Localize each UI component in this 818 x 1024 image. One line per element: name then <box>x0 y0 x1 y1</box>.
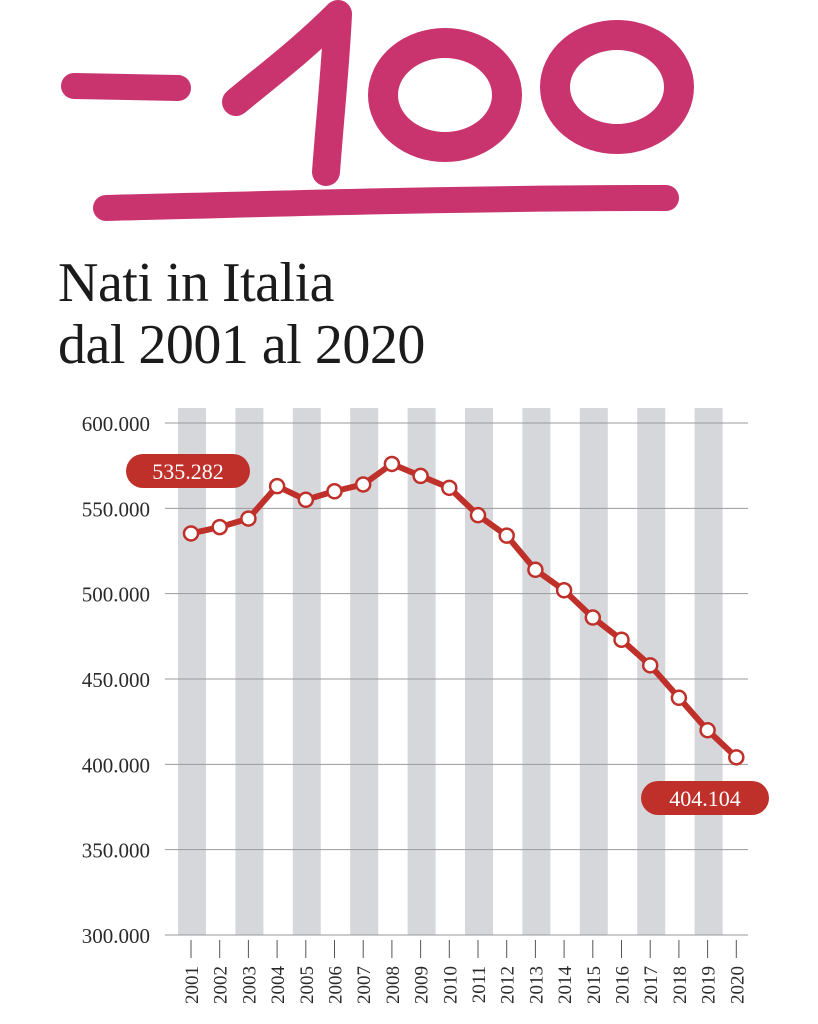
data-point-2020 <box>728 749 745 766</box>
x-tick-label: 2019 <box>699 966 720 1004</box>
x-tick-label: 2009 <box>412 966 433 1004</box>
callout-text: 535.282 <box>152 459 224 484</box>
value-callout-2001: 535.282 <box>126 454 250 488</box>
callout-text: 404.104 <box>669 786 741 811</box>
x-tick-label: 2001 <box>182 966 203 1004</box>
x-tick-label: 2013 <box>526 966 547 1004</box>
x-tick-label: 2012 <box>498 966 519 1004</box>
y-tick-label: 550.000 <box>82 497 150 521</box>
handwritten-first-zero-stroke <box>368 28 522 162</box>
x-tick-label: 2020 <box>727 966 748 1004</box>
data-point-2005 <box>297 491 315 509</box>
y-tick-label: 600.000 <box>82 412 150 436</box>
handwritten-second-zero-stroke <box>540 20 694 154</box>
column-band-2015 <box>579 408 608 935</box>
x-tick-label: 2018 <box>670 966 691 1004</box>
column-band-2013 <box>522 408 551 935</box>
column-band-2011 <box>465 408 493 935</box>
x-tick-label: 2014 <box>555 966 576 1005</box>
handwritten-minus-stroke <box>61 73 191 101</box>
value-callout-2020: 404.104 <box>641 781 769 815</box>
x-tick-label: 2005 <box>297 966 318 1004</box>
x-tick-label: 2007 <box>354 966 375 1004</box>
column-band-2005 <box>292 408 321 935</box>
data-point-2010 <box>441 479 458 497</box>
y-tick-label: 400.000 <box>82 753 150 777</box>
column-band-2009 <box>407 408 436 935</box>
data-point-2011 <box>469 506 487 524</box>
x-tick-label: 2006 <box>326 966 347 1004</box>
gridlines <box>165 422 748 936</box>
y-tick-label: 300.000 <box>82 924 150 948</box>
x-tick-label: 2002 <box>211 966 232 1004</box>
data-point-2001 <box>182 525 200 542</box>
x-tick-label: 2004 <box>268 966 289 1005</box>
column-bands <box>178 408 723 935</box>
x-tick-label: 2010 <box>440 966 461 1004</box>
column-band-2003 <box>235 408 264 935</box>
callout-bg <box>641 781 769 815</box>
births-line-chart: 300.000 350.000 400.000 450.000 500.000 550.0… <box>82 408 769 1004</box>
y-axis-tick-labels: 300.000 350.000 400.000 450.000 500.000 550.0… <box>82 412 150 948</box>
handwritten-underline-stroke <box>93 185 679 221</box>
chart-title-line-2: dal 2001 al 2020 <box>58 314 425 376</box>
data-point-2013 <box>527 561 544 579</box>
chart-title-line-1: Nati in Italia <box>58 252 335 314</box>
data-point-2008 <box>383 455 401 473</box>
x-tick-label: 2003 <box>239 966 260 1004</box>
data-point-2017 <box>641 657 659 674</box>
column-band-2019 <box>694 408 723 935</box>
x-tick-label: 2008 <box>383 966 404 1004</box>
data-point-2004 <box>268 477 286 495</box>
data-point-2016 <box>613 631 630 648</box>
callout-bg <box>126 454 250 488</box>
y-tick-label: 450.000 <box>82 668 150 692</box>
data-point-2003 <box>240 510 257 527</box>
x-tick-label: 2011 <box>469 966 490 1003</box>
handwritten-minus-100-annotation <box>61 0 694 221</box>
data-point-2006 <box>326 483 343 500</box>
chart-title: Nati in Italia dal 2001 al 2020 <box>58 252 778 376</box>
y-tick-label: 500.000 <box>82 583 150 607</box>
column-band-2007 <box>350 408 379 935</box>
births-markers <box>182 455 745 766</box>
x-axis-ticks: 2001 2002 2003 2004 2005 2006 2007 2008 2009 2010… <box>182 940 748 1004</box>
data-point-2009 <box>412 467 429 485</box>
data-point-2018 <box>670 689 688 707</box>
data-point-2002 <box>211 518 228 536</box>
data-point-2007 <box>354 476 372 493</box>
y-tick-label: 350.000 <box>82 839 150 863</box>
data-point-2012 <box>498 527 515 544</box>
data-point-2015 <box>584 609 602 626</box>
data-point-2019 <box>699 721 716 739</box>
x-tick-label: 2016 <box>613 966 634 1004</box>
x-tick-label: 2017 <box>641 966 662 1004</box>
column-band-2001 <box>178 408 206 935</box>
handwritten-digit-one-stroke <box>222 0 352 186</box>
data-point-2014 <box>555 582 573 599</box>
x-tick-label: 2015 <box>584 966 605 1004</box>
value-callouts: 535.282 404.104 <box>126 454 769 815</box>
